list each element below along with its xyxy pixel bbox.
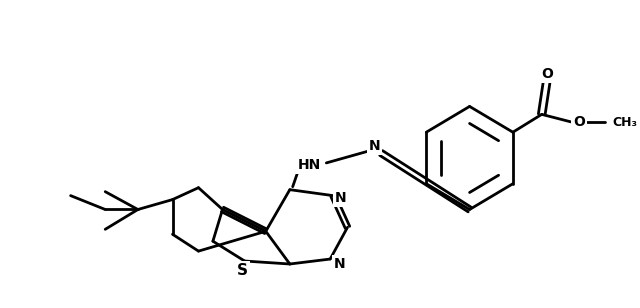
Text: N: N	[334, 257, 346, 271]
Text: CH₃: CH₃	[613, 116, 638, 129]
Text: S: S	[237, 263, 248, 278]
Text: O: O	[573, 115, 585, 129]
Text: N: N	[369, 139, 380, 153]
Text: O: O	[541, 67, 554, 81]
Text: N: N	[335, 191, 347, 205]
Text: HN: HN	[298, 158, 321, 172]
